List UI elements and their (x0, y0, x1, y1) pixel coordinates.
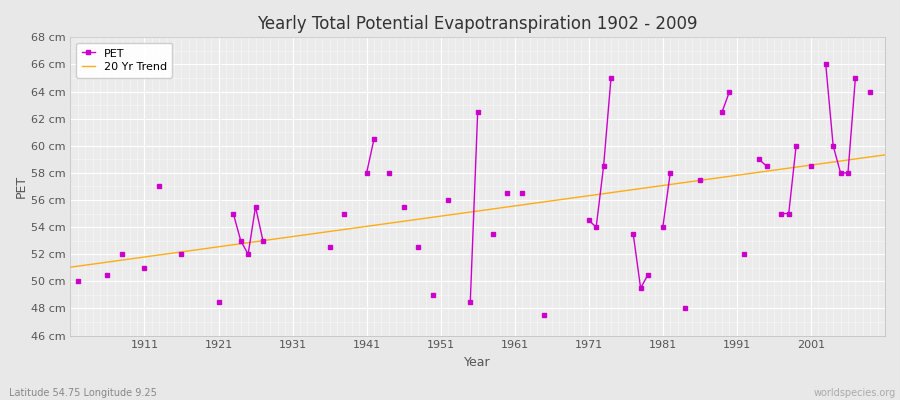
PET (761, 164, 772, 168)
Title: Yearly Total Potential Evapotranspiration 1902 - 2009: Yearly Total Potential Evapotranspiratio… (257, 15, 698, 33)
Text: worldspecies.org: worldspecies.org (814, 388, 896, 398)
PET (865, 89, 876, 94)
Y-axis label: PET: PET (15, 175, 28, 198)
X-axis label: Year: Year (464, 356, 491, 369)
PET (72, 279, 83, 284)
Line: PET: PET (76, 63, 872, 317)
Legend: PET, 20 Yr Trend: PET, 20 Yr Trend (76, 43, 173, 78)
Text: Latitude 54.75 Longitude 9.25: Latitude 54.75 Longitude 9.25 (9, 388, 157, 398)
